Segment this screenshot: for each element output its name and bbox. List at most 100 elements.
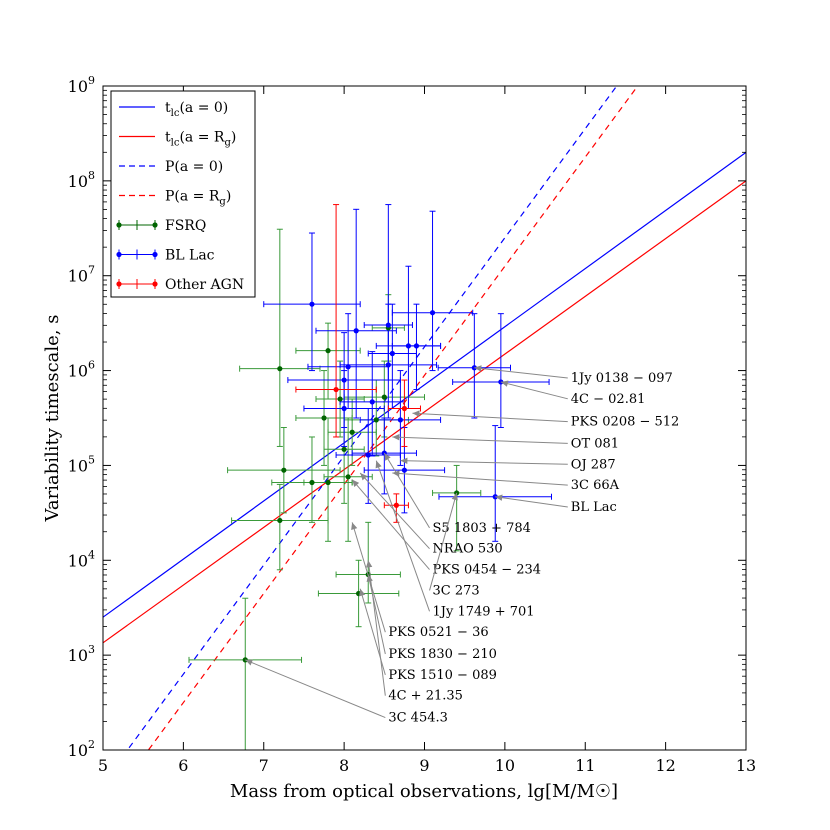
annotation-arrowhead-16 <box>245 659 253 666</box>
annotation-arrowhead-7 <box>384 453 391 461</box>
point-bl-lac-16 <box>401 467 408 473</box>
point-fsrq-7 <box>325 479 331 486</box>
annotation-arrowhead-14 <box>359 588 366 597</box>
annotation-label-2: PKS 0208 − 512 <box>571 415 680 430</box>
annotation-arrow-2 <box>412 412 568 423</box>
annotation-arrow-11 <box>375 460 431 612</box>
errbar-fsrq-0 <box>188 597 303 750</box>
legend-entry-0: tlc(a = 0) <box>119 100 228 119</box>
annotation-arrow-10 <box>429 492 458 591</box>
y-tick-label-5: 107 <box>68 264 95 286</box>
annotation-12: PKS 0521 − 36 <box>351 522 489 640</box>
x-tick-label-1: 6 <box>178 756 188 775</box>
annotation-arrow-7 <box>383 452 430 529</box>
annotation-arrowhead-1 <box>500 380 509 387</box>
legend-entry-3: P(a = Rg) <box>119 189 231 208</box>
annotation-arrow-6 <box>495 496 568 508</box>
annotation-label-0: 1Jy 0138 − 097 <box>571 371 673 386</box>
annotation-arrowhead-3 <box>392 434 400 441</box>
legend-label-2: P(a = 0) <box>165 159 223 175</box>
annotation-label-3: OT 081 <box>571 436 619 451</box>
y-tick-label-3: 105 <box>68 453 95 475</box>
legend-entry-1: tlc(a = Rg) <box>119 130 236 149</box>
y-axis-ticks: 102 103 104 105 106 107 108 109 <box>68 74 746 760</box>
annotation-arrow-1 <box>500 381 568 400</box>
annotation-arrow-16 <box>245 659 386 719</box>
point-bl-lac-2 <box>385 322 391 328</box>
legend-label-6: Other AGN <box>165 277 244 293</box>
model-line-3 <box>147 86 639 750</box>
annotation-15: 4C + 21.35 <box>365 560 463 704</box>
annotation-arrowhead-11 <box>375 460 382 469</box>
legend: tlc(a = 0) tlc(a = Rg) P(a = 0) P(a = Rg) FS… <box>110 90 256 298</box>
errbar-fsrq-8 <box>323 417 373 542</box>
annotation-arrow-9 <box>351 479 430 570</box>
point-bl-lac-11 <box>341 377 347 383</box>
point-bl-lac-12 <box>369 399 375 405</box>
annotation-label-9: PKS 0454 − 234 <box>433 563 542 578</box>
annotation-16: 3C 454.3 <box>245 659 448 726</box>
legend-dot-left-5 <box>116 251 122 258</box>
legend-label-3: P(a = Rg) <box>165 189 231 208</box>
errbar-bl-lac-6 <box>367 303 417 410</box>
point-other-agn-1 <box>401 405 408 412</box>
point-bl-lac-5 <box>413 343 420 349</box>
errbar-bl-lac-15 <box>351 417 417 495</box>
point-bl-lac-14 <box>365 452 371 458</box>
point-fsrq-14 <box>341 446 347 452</box>
model-lines <box>103 86 746 750</box>
point-bl-lac-6 <box>389 350 395 357</box>
annotation-4: OJ 287 <box>400 457 616 472</box>
point-bl-lac-8 <box>385 362 391 368</box>
point-fsrq-10 <box>325 348 331 354</box>
legend-label-5: BL Lac <box>165 248 215 264</box>
annotation-label-6: BL Lac <box>571 500 617 515</box>
annotation-arrow-13 <box>367 574 386 655</box>
y-tick-label-6: 108 <box>68 169 95 191</box>
point-fsrq-17 <box>337 396 343 402</box>
annotation-arrowhead-12 <box>351 522 358 530</box>
legend-box <box>110 90 256 298</box>
annotation-arrow-4 <box>400 460 568 465</box>
y-tick-label-7: 109 <box>68 74 95 96</box>
point-other-agn-0 <box>393 502 399 508</box>
point-fsrq-13 <box>381 394 387 400</box>
annotation-10: 3C 273 <box>429 492 480 598</box>
model-line-1 <box>103 180 746 644</box>
x-tick-label-4: 9 <box>419 756 429 775</box>
annotation-arrowhead-13 <box>366 574 373 583</box>
point-bl-lac-3 <box>429 310 436 316</box>
source-annotations: 1Jy 0138 − 097 4C − 02.81 PKS 0208 − 512 OT… <box>245 365 680 726</box>
annotation-label-7: S5 1803 + 784 <box>433 521 531 536</box>
annotation-11: 1Jy 1749 + 701 <box>375 460 535 619</box>
y-axis-label: Variability timescale, s <box>42 315 63 523</box>
annotation-label-10: 3C 273 <box>433 583 480 598</box>
annotation-label-8: NRAO 530 <box>433 542 503 557</box>
annotation-label-1: 4C − 02.81 <box>571 392 646 407</box>
point-bl-lac-13 <box>397 417 403 423</box>
annotation-arrow-3 <box>392 436 568 444</box>
annotation-arrowhead-15 <box>365 560 373 568</box>
x-axis-label: Mass from optical observations, lg[M/M☉] <box>230 781 618 802</box>
x-tick-label-2: 7 <box>259 756 269 775</box>
x-tick-label-3: 8 <box>339 756 349 775</box>
legend-entry-6: Other AGN <box>116 277 244 293</box>
annotation-label-15: 4C + 21.35 <box>388 689 463 704</box>
point-other-agn-2 <box>333 386 339 393</box>
legend-dot-right-6 <box>152 281 158 287</box>
legend-label-1: tlc(a = Rg) <box>165 130 236 149</box>
legend-entry-5: BL Lac <box>116 248 215 264</box>
annotation-arrowhead-9 <box>352 479 360 488</box>
point-bl-lac-7 <box>345 364 351 370</box>
annotation-label-16: 3C 454.3 <box>388 711 448 726</box>
point-bl-lac-1 <box>353 328 359 334</box>
legend-label-4: FSRQ <box>165 218 206 234</box>
annotation-label-4: OJ 287 <box>571 457 616 472</box>
y-tick-label-1: 103 <box>68 643 95 665</box>
annotation-arrow-15 <box>367 560 386 696</box>
annotation-label-14: PKS 1510 − 089 <box>388 668 497 683</box>
annotation-7: S5 1803 + 784 <box>383 452 531 536</box>
point-fsrq-5 <box>281 467 287 473</box>
annotation-arrowhead-8 <box>360 473 368 481</box>
